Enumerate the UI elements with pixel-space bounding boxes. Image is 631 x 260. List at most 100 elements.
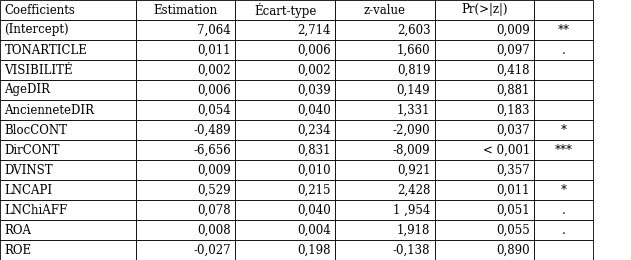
Bar (0, 40, 136, 60)
Bar (435, 100, 534, 120)
Bar (136, 60, 235, 80)
Bar (534, 40, 593, 60)
Text: 0,011: 0,011 (198, 43, 231, 56)
Text: 0,529: 0,529 (198, 184, 231, 197)
Bar (235, 20, 335, 40)
Bar (235, 120, 335, 140)
Bar (435, 0, 534, 20)
Bar (136, 80, 235, 100)
Text: 0,008: 0,008 (198, 224, 231, 237)
Text: 0,149: 0,149 (397, 83, 430, 96)
Bar (335, 100, 435, 120)
Text: 0,881: 0,881 (497, 83, 530, 96)
Text: 7,064: 7,064 (198, 23, 231, 36)
Text: 0,831: 0,831 (297, 144, 331, 157)
Text: 0,819: 0,819 (397, 63, 430, 76)
Bar (0, 220, 136, 240)
Text: 0,040: 0,040 (297, 103, 331, 116)
Text: 0,097: 0,097 (497, 43, 530, 56)
Bar (435, 160, 534, 180)
Bar (435, 40, 534, 60)
Bar (0, 100, 136, 120)
Text: z-value: z-value (364, 3, 406, 16)
Bar (534, 60, 593, 80)
Text: -2,090: -2,090 (392, 124, 430, 136)
Text: 0,009: 0,009 (497, 23, 530, 36)
Text: 2,428: 2,428 (397, 184, 430, 197)
Bar (335, 0, 435, 20)
Text: VISIBILITÉ: VISIBILITÉ (4, 63, 73, 76)
Text: 0,357: 0,357 (497, 164, 530, 177)
Bar (0, 0, 136, 20)
Bar (435, 180, 534, 200)
Bar (335, 220, 435, 240)
Bar (136, 20, 235, 40)
Text: Coefficients: Coefficients (4, 3, 75, 16)
Bar (335, 140, 435, 160)
Text: 0,055: 0,055 (497, 224, 530, 237)
Bar (136, 240, 235, 260)
Bar (534, 20, 593, 40)
Bar (435, 120, 534, 140)
Bar (0, 80, 136, 100)
Text: ROE: ROE (4, 244, 32, 257)
Bar (534, 120, 593, 140)
Text: -8,009: -8,009 (392, 144, 430, 157)
Bar (435, 20, 534, 40)
Bar (534, 0, 593, 20)
Bar (235, 0, 335, 20)
Bar (136, 220, 235, 240)
Bar (0, 120, 136, 140)
Text: ROA: ROA (4, 224, 32, 237)
Bar (235, 240, 335, 260)
Text: -0,138: -0,138 (393, 244, 430, 257)
Bar (136, 40, 235, 60)
Bar (235, 140, 335, 160)
Bar (534, 200, 593, 220)
Bar (136, 100, 235, 120)
Text: 1,660: 1,660 (397, 43, 430, 56)
Text: AgeDIR: AgeDIR (4, 83, 50, 96)
Text: TONARTICLE: TONARTICLE (4, 43, 87, 56)
Bar (435, 220, 534, 240)
Bar (435, 60, 534, 80)
Bar (235, 60, 335, 80)
Text: DirCONT: DirCONT (4, 144, 60, 157)
Text: 1,918: 1,918 (397, 224, 430, 237)
Bar (335, 180, 435, 200)
Text: 0,009: 0,009 (198, 164, 231, 177)
Text: 0,004: 0,004 (297, 224, 331, 237)
Text: **: ** (558, 23, 570, 36)
Bar (435, 140, 534, 160)
Text: < 0,001: < 0,001 (483, 144, 530, 157)
Bar (534, 140, 593, 160)
Bar (435, 240, 534, 260)
Text: DVINST: DVINST (4, 164, 53, 177)
Text: 0,006: 0,006 (198, 83, 231, 96)
Bar (534, 240, 593, 260)
Text: 0,234: 0,234 (297, 124, 331, 136)
Text: 2,603: 2,603 (397, 23, 430, 36)
Text: 1 ,954: 1 ,954 (393, 204, 430, 217)
Text: 0,040: 0,040 (297, 204, 331, 217)
Bar (0, 160, 136, 180)
Bar (0, 20, 136, 40)
Bar (136, 180, 235, 200)
Text: *: * (561, 184, 567, 197)
Text: 0,011: 0,011 (497, 184, 530, 197)
Text: .: . (562, 43, 565, 56)
Bar (335, 120, 435, 140)
Text: ***: *** (555, 144, 573, 157)
Text: 0,002: 0,002 (297, 63, 331, 76)
Bar (335, 240, 435, 260)
Text: 0,921: 0,921 (397, 164, 430, 177)
Text: 1,331: 1,331 (397, 103, 430, 116)
Text: 0,890: 0,890 (497, 244, 530, 257)
Text: 0,010: 0,010 (297, 164, 331, 177)
Text: (Intercept): (Intercept) (4, 23, 69, 36)
Bar (235, 100, 335, 120)
Bar (435, 80, 534, 100)
Text: 0,051: 0,051 (497, 204, 530, 217)
Text: 0,039: 0,039 (297, 83, 331, 96)
Bar (136, 160, 235, 180)
